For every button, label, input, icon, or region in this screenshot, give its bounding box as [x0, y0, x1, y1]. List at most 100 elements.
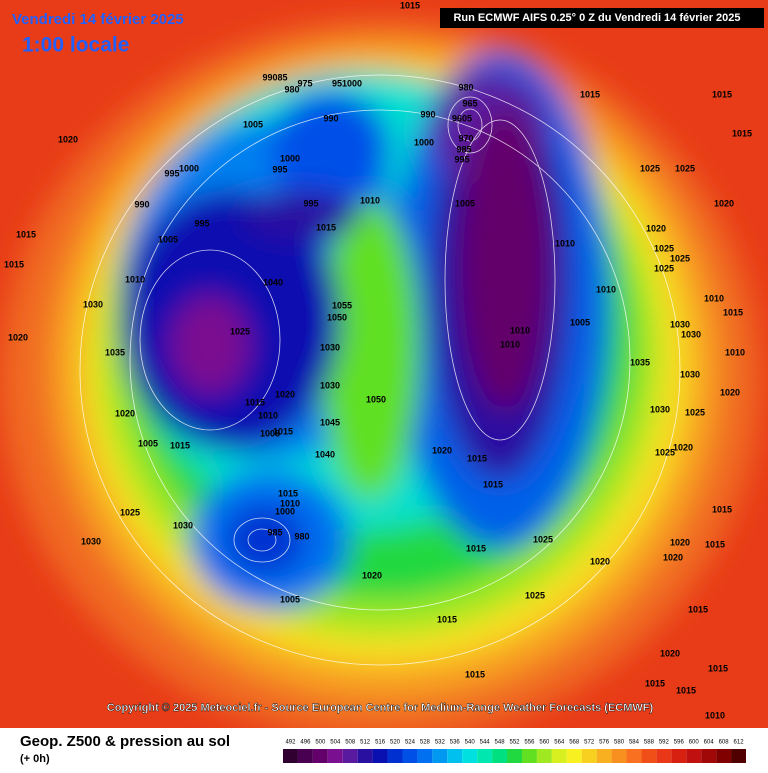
isobar-label: 1020: [663, 552, 683, 562]
legend-swatch: [701, 749, 717, 763]
isobar-label: 1010: [725, 347, 745, 357]
isobar-label: 995: [164, 168, 179, 178]
isobar-label: 1010: [360, 195, 380, 205]
legend-swatch: [596, 749, 612, 763]
legend-label: 496: [300, 740, 311, 746]
isobar-label: 1025: [654, 263, 674, 273]
copyright: Copyright © 2025 Meteociel.fr - Source E…: [107, 702, 654, 714]
color-legend: 492 496 500 504 508 512 516 520 524 528 532 536 540 5…: [283, 740, 746, 763]
isobar-label: 1010: [705, 710, 725, 720]
legend-swatch: [327, 749, 343, 763]
isobar-label: 1010: [704, 293, 724, 303]
isobar-label: 980: [458, 82, 473, 92]
legend-swatch: [447, 749, 463, 763]
legend-label: 568: [569, 740, 580, 746]
legend-label: 516: [375, 740, 386, 746]
isobar-label: 1020: [720, 387, 740, 397]
isobar-label: 995: [272, 164, 287, 174]
isobar-label: 1020: [275, 389, 295, 399]
isobar-label: 995: [194, 218, 209, 228]
isobar-label: 1040: [263, 277, 283, 287]
isobar-label: 1050: [327, 312, 347, 322]
legend-label: 592: [659, 740, 670, 746]
isobar-label: 970: [458, 133, 473, 143]
legend-label: 544: [480, 740, 491, 746]
isobar-label: 1030: [681, 329, 701, 339]
date: Vendredi 14 février 2025: [12, 11, 184, 28]
legend-swatch: [492, 749, 508, 763]
legend-swatch: [417, 749, 433, 763]
isobar-label: 1005: [455, 198, 475, 208]
isobar-label: 1020: [660, 648, 680, 658]
isobar-label: 980: [284, 84, 299, 94]
isobar-label: 1020: [115, 408, 135, 418]
isobar-label: 1010: [555, 238, 575, 248]
isobar-label: 1010: [510, 325, 530, 335]
footer-title: Geop. Z500 & pression au sol: [20, 733, 230, 750]
isobar-label: 1005: [158, 234, 178, 244]
legend-swatch: [626, 749, 642, 763]
isobar-label: 1015: [580, 89, 600, 99]
legend-label: 556: [524, 740, 535, 746]
legend-swatch: [432, 749, 448, 763]
legend-swatch: [477, 749, 493, 763]
legend-swatch: [402, 749, 418, 763]
isobar-label: 1025: [525, 590, 545, 600]
legend-label: 572: [584, 740, 595, 746]
legend-swatch: [566, 749, 582, 763]
legend-swatch: [507, 749, 522, 763]
legend-label: 608: [719, 740, 730, 746]
isobar-label: 1020: [714, 198, 734, 208]
isobar-label: 990: [134, 199, 149, 209]
isobar-label: 1030: [173, 520, 193, 530]
isobar-label: 1015: [316, 222, 336, 232]
legend-label: 604: [704, 740, 715, 746]
isobar-label: 1015: [723, 307, 743, 317]
isobar-label: 1015: [712, 89, 732, 99]
legend-label: 528: [420, 740, 431, 746]
isobar-label: 99085: [262, 72, 287, 82]
legend-label: 508: [345, 740, 356, 746]
isobar-label: 1020: [590, 556, 610, 566]
legend-swatch: [656, 749, 672, 763]
isobar-label: 1000: [275, 506, 295, 516]
legend-label: 580: [614, 740, 625, 746]
run-box: [440, 8, 764, 28]
legend-label: 588: [644, 740, 655, 746]
legend-label: 596: [674, 740, 685, 746]
legend-label: 600: [689, 740, 700, 746]
isobar-label: 1025: [533, 534, 553, 544]
isobar-label: 1010: [596, 284, 616, 294]
legend-label: 512: [360, 740, 371, 746]
legend-label: 560: [539, 740, 550, 746]
isobar-label: 1008: [260, 428, 280, 438]
isobar-label: 1025: [670, 253, 690, 263]
legend-swatch: [387, 749, 403, 763]
isobar-label: 1025: [675, 163, 695, 173]
isobar-label: 1030: [320, 342, 340, 352]
isobar-label: 965: [462, 98, 477, 108]
isobar-label: 9605: [452, 113, 472, 123]
isobar-label: 1005: [570, 317, 590, 327]
legend-label: 576: [599, 740, 610, 746]
legend-swatch: [611, 749, 627, 763]
isobar-label: 1020: [8, 332, 28, 342]
isobar-label: 1025: [120, 507, 140, 517]
isobar-label: 1015: [483, 479, 503, 489]
isobar-label: 1025: [685, 407, 705, 417]
legend-swatch: [462, 749, 478, 763]
isobar-label: 1015: [170, 440, 190, 450]
isobar-label: 1010: [280, 498, 300, 508]
legend-swatch: [372, 749, 388, 763]
isobar-label: 1015: [437, 614, 457, 624]
isobar-label: 1005: [138, 438, 158, 448]
isobar-label: 1035: [105, 347, 125, 357]
isobar-label: 1015: [16, 229, 36, 239]
legend-swatch: [671, 749, 687, 763]
isobar-label: 1015: [465, 669, 485, 679]
isobar-label: 1015: [466, 543, 486, 553]
legend-label: 612: [734, 740, 745, 746]
isobar-label: 980: [294, 531, 309, 541]
isobar-label: 1015: [245, 397, 265, 407]
